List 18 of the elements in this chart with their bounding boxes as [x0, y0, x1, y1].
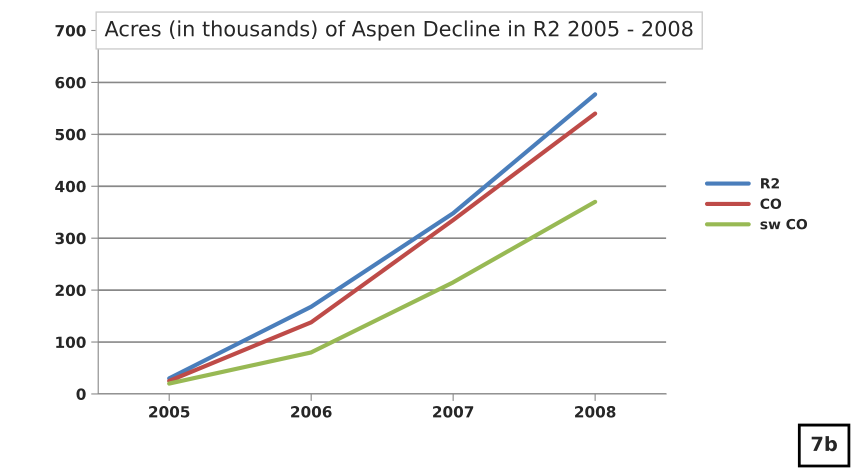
legend-label: CO: [760, 198, 782, 209]
x-tick-label: 2007: [433, 406, 474, 418]
chart-title: Acres (in thousands) of Aspen Decline in R2 2005 - 2008: [104, 20, 692, 41]
y-tick-label: 300: [56, 232, 86, 244]
y-tick-label: 0: [76, 388, 86, 400]
y-tick-label: 200: [56, 284, 86, 296]
legend-label: sw CO: [760, 218, 808, 230]
x-tick-label: 2008: [575, 406, 616, 418]
x-tick-label: 2005: [149, 406, 190, 418]
legend-label: R2: [761, 178, 779, 188]
y-tick-label: 400: [55, 180, 86, 192]
y-tick-label: 600: [55, 76, 86, 88]
y-tick-label: 500: [56, 128, 86, 140]
line-series: [167, 200, 598, 386]
y-tick-label: 700: [56, 24, 86, 37]
y-tick-label: 100: [56, 336, 86, 348]
x-tick-label: 2006: [291, 406, 332, 418]
text: 7b: [812, 436, 837, 452]
